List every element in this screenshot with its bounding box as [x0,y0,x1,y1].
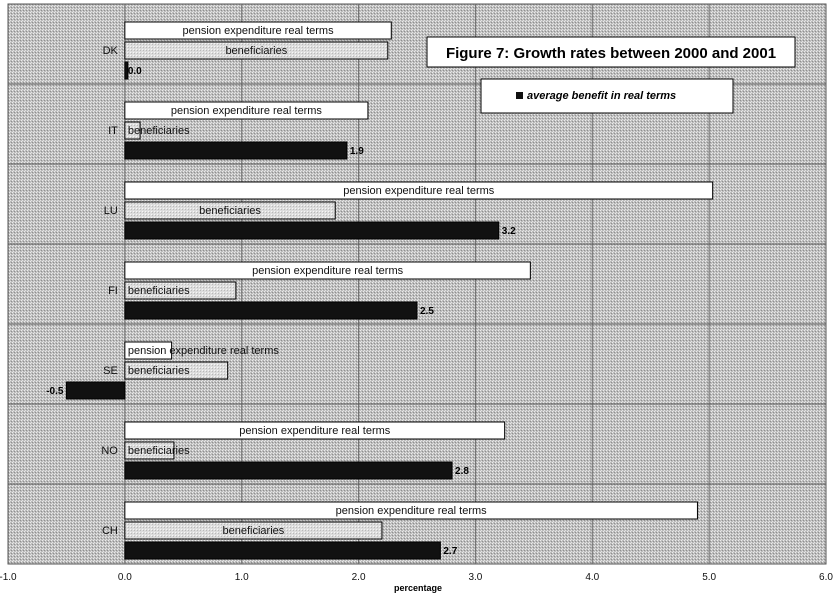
average-benefit-bar [124,221,500,240]
x-tick-label: 3.0 [468,572,482,583]
pension-expenditure-bar [124,181,714,200]
x-tick-label: 6.0 [819,572,833,583]
beneficiaries-label: beneficiaries [199,205,261,217]
chart-title-frame [426,36,796,68]
average-benefit-bar [124,61,129,80]
average-benefit-data-label: 0.0 [128,66,142,77]
x-tick-label: 2.0 [352,572,366,583]
chart-title-box: Figure 7: Growth rates between 2000 and … [426,36,796,68]
beneficiaries-label: beneficiaries [225,45,287,57]
category-label: DK [103,45,119,57]
beneficiaries-label: beneficiaries [223,525,285,537]
pension-expenditure-label: pension expenditure real terms [183,25,335,37]
pension-expenditure-label: pension expenditure real terms [343,185,495,197]
x-tick-label: -1.0 [0,572,17,583]
category-label: IT [108,125,118,137]
pension-expenditure-label: pension expenditure real terms [239,425,391,437]
legend-label: average benefit in real terms [527,90,676,102]
average-benefit-bar [124,541,441,560]
beneficiaries-bar [124,41,389,60]
category-label: CH [102,525,118,537]
beneficiaries-bar [124,521,383,540]
x-tick-labels: -1.0 0.0 1.0 2.0 3.0 4.0 5.0 6.0 [0,572,833,583]
x-tick-label: 5.0 [702,572,716,583]
category-label: SE [103,365,118,377]
beneficiaries-bar [124,201,336,220]
beneficiaries-label: beneficiaries [128,365,190,377]
beneficiaries-label: beneficiaries [128,125,190,137]
pension-expenditure-bar [124,421,506,440]
average-benefit-data-label: 1.9 [350,146,364,157]
beneficiaries-bar [124,281,237,300]
average-benefit-data-label: 3.2 [502,226,516,237]
pension-expenditure-label: pension expenditure real terms [171,105,323,117]
pension-expenditure-label: pension expenditure real terms [252,265,404,277]
chart-title: Figure 7: Growth rates between 2000 and … [446,45,776,62]
average-benefit-data-label: 2.8 [455,466,469,477]
average-benefit-data-label: 2.5 [420,306,434,317]
pension-expenditure-bar [124,21,392,40]
beneficiaries-bar [124,361,229,380]
pension-expenditure-bar [124,501,698,520]
average-benefit-bar [65,381,126,400]
category-labels: DK IT LU FI SE NO CH [101,45,118,537]
pension-expenditure-bar [124,341,173,360]
category-label: LU [104,205,118,217]
bar-series: pension expenditure real terms beneficiar… [46,21,714,560]
beneficiaries-bar [124,441,175,460]
average-benefit-bar [124,141,348,160]
beneficiaries-bar [124,121,141,140]
pension-expenditure-label: pension expenditure real terms [128,345,280,357]
average-benefit-bar [124,461,453,480]
x-tick-label: 1.0 [235,572,249,583]
pension-expenditure-label: pension expenditure real terms [336,505,488,517]
x-tick-label: 0.0 [118,572,132,583]
pension-expenditure-bar [124,101,369,120]
x-axis-title: percentage [394,583,442,593]
average-benefit-data-label: -0.5 [46,386,64,397]
category-label: NO [101,445,118,457]
legend: average benefit in real terms [480,78,734,114]
pension-expenditure-bar [124,261,531,280]
average-benefit-data-label: 2.7 [443,546,457,557]
beneficiaries-label: beneficiaries [128,445,190,457]
legend-swatch [516,92,523,99]
beneficiaries-label: beneficiaries [128,285,190,297]
category-label: FI [108,285,118,297]
average-benefit-bar [124,301,418,320]
x-tick-label: 4.0 [585,572,599,583]
